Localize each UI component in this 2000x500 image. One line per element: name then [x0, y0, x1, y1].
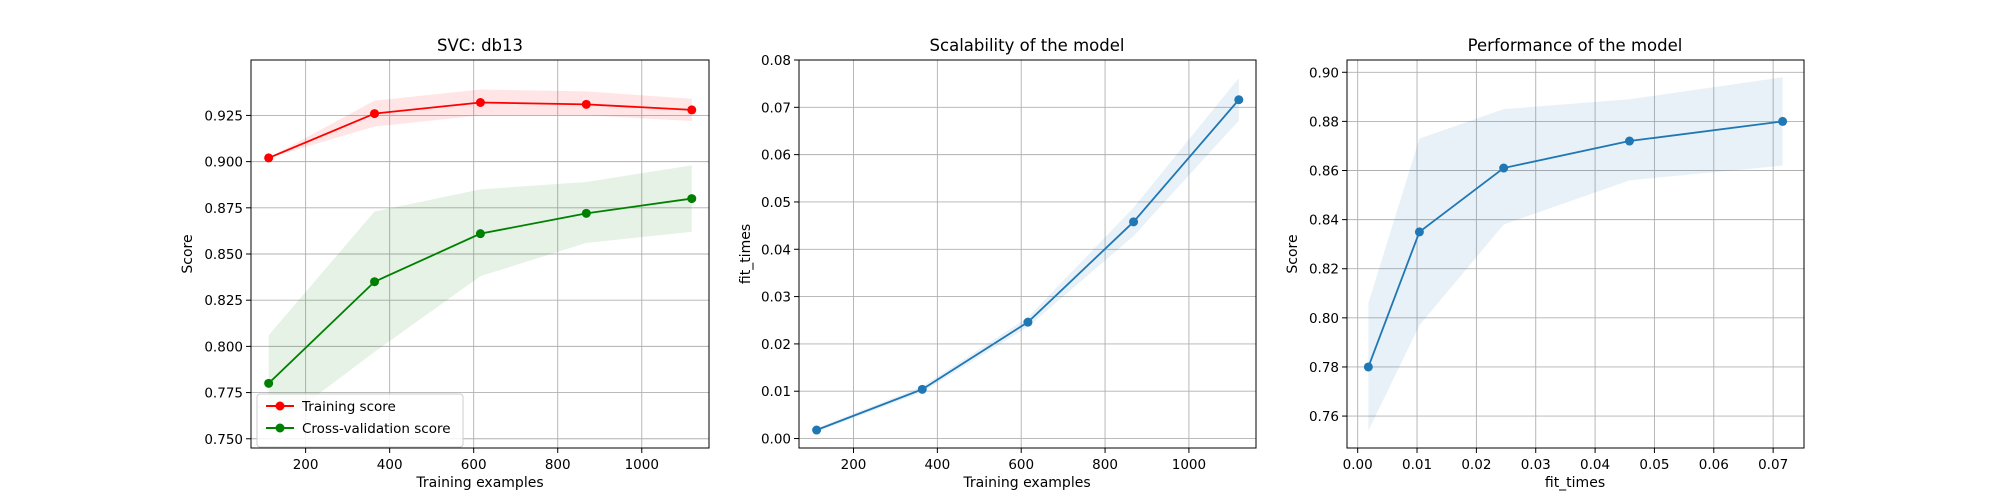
- y-tick-label: 0.775: [204, 386, 243, 402]
- plot-frame: [1346, 59, 1805, 449]
- panel-3-x-axis-label: fit_times: [1545, 475, 1605, 491]
- series-1-point: [1023, 317, 1033, 327]
- series-1-point: [1778, 116, 1788, 126]
- series-2-band: [268, 165, 692, 432]
- plot-area-2: 200 400 600 800 1000 0.00 0.01 0.02 0.03 0.04 0.05…: [761, 53, 1257, 473]
- plot-frame: [798, 59, 1257, 449]
- x-tick-label: 1000: [1172, 457, 1206, 473]
- y-tick-label: 0.86: [1309, 164, 1339, 180]
- series-1-point: [1363, 362, 1373, 372]
- series-2-point: [581, 208, 591, 218]
- x-tick-label: 0.06: [1699, 457, 1729, 473]
- panel-3-title: Performance of the model: [1468, 36, 1683, 55]
- x-tick-label: 600: [461, 457, 487, 473]
- panel-learning-curve: 200 400 600 800 1000 0.750 0.775 0.800 0.825 0.85…: [180, 36, 710, 491]
- y-tick-label: 0.03: [761, 290, 791, 306]
- panel-1-title: SVC: db13: [437, 36, 523, 55]
- x-tick-label: 0.02: [1461, 457, 1491, 473]
- series-1-point: [1499, 163, 1509, 173]
- plot-area-1: 200 400 600 800 1000 0.750 0.775 0.800 0.825 0.85…: [204, 59, 710, 473]
- x-tick-label: 0.03: [1521, 457, 1551, 473]
- panel-1-legend: Training score Cross-validation score: [256, 393, 464, 448]
- y-tick-label: 0.84: [1309, 213, 1339, 229]
- y-tick-label: 0.750: [204, 432, 243, 448]
- x-tick-label: 600: [1008, 457, 1034, 473]
- panel-1-x-axis-label: Training examples: [415, 475, 543, 491]
- series-2-point: [370, 277, 380, 287]
- panel-scalability: 200 400 600 800 1000 0.00 0.01 0.02 0.03 0.04 0.05…: [738, 36, 1257, 491]
- y-tick-label: 0.80: [1309, 311, 1339, 327]
- y-tick-label: 0.07: [761, 100, 791, 116]
- series-1-point: [1625, 136, 1635, 146]
- legend-cv-label: Cross-validation score: [302, 421, 451, 437]
- x-tick-label: 0.04: [1580, 457, 1610, 473]
- y-tick-label: 0.88: [1309, 114, 1339, 130]
- x-tick-label: 400: [377, 457, 403, 473]
- y-tick-label: 0.82: [1309, 262, 1339, 278]
- y-tick-label: 0.800: [204, 339, 243, 355]
- x-tick-label: 200: [841, 457, 867, 473]
- y-tick-label: 0.06: [761, 148, 791, 164]
- panel-2-x-axis-label: Training examples: [962, 475, 1090, 491]
- series-1-point: [1414, 227, 1424, 237]
- plot-frame: [250, 59, 710, 449]
- series-1-point: [1234, 95, 1244, 105]
- series-1-point: [812, 425, 822, 435]
- y-tick-label: 0.825: [204, 293, 243, 309]
- series-2-point: [264, 378, 274, 388]
- y-tick-label: 0.875: [204, 201, 243, 217]
- legend-frame: [256, 393, 464, 448]
- x-tick-label: 0.00: [1343, 457, 1373, 473]
- x-tick-label: 800: [545, 457, 571, 473]
- legend-training-marker: [275, 401, 285, 411]
- y-tick-label: 0.05: [761, 195, 791, 211]
- y-tick-label: 0.08: [761, 53, 791, 69]
- y-tick-label: 0.850: [204, 247, 243, 263]
- panel-1-y-axis-label: Score: [180, 234, 196, 273]
- y-tick-label: 0.90: [1309, 65, 1339, 81]
- panel-2-y-axis-label: fit_times: [738, 224, 754, 284]
- legend-training-label: Training score: [301, 399, 396, 415]
- series-1-point: [687, 105, 697, 115]
- y-tick-label: 0.900: [204, 155, 243, 171]
- x-tick-label: 0.05: [1639, 457, 1669, 473]
- y-tick-label: 0.00: [761, 432, 791, 448]
- series-1-band: [1368, 77, 1783, 431]
- y-tick-label: 0.76: [1309, 409, 1339, 425]
- y-tick-label: 0.02: [761, 337, 791, 353]
- x-tick-label: 200: [293, 457, 319, 473]
- legend-cv-marker: [275, 423, 285, 433]
- panel-3-y-axis-label: Score: [1285, 234, 1301, 273]
- series-1-point: [917, 384, 927, 394]
- x-tick-label: 0.01: [1402, 457, 1432, 473]
- series-2-point: [475, 229, 485, 239]
- series-2-point: [687, 194, 697, 204]
- plot-area-3: 0.00 0.01 0.02 0.03 0.04 0.05 0.06 0.07 0.76 0.78…: [1309, 59, 1805, 473]
- series-1-point: [370, 109, 380, 119]
- panel-performance: 0.00 0.01 0.02 0.03 0.04 0.05 0.06 0.07 0.76 0.78…: [1285, 36, 1805, 491]
- x-tick-label: 1000: [625, 457, 659, 473]
- x-tick-label: 0.07: [1758, 457, 1788, 473]
- x-tick-label: 800: [1092, 457, 1118, 473]
- series-1-point: [581, 99, 591, 109]
- series-1-point: [264, 153, 274, 163]
- y-tick-label: 0.925: [204, 108, 243, 124]
- series-1-point: [1129, 217, 1139, 227]
- y-tick-label: 0.04: [761, 242, 791, 258]
- y-tick-label: 0.01: [761, 384, 791, 400]
- series-1-point: [475, 97, 485, 107]
- x-tick-label: 400: [924, 457, 950, 473]
- panel-2-title: Scalability of the model: [930, 36, 1125, 55]
- y-tick-label: 0.78: [1309, 360, 1339, 376]
